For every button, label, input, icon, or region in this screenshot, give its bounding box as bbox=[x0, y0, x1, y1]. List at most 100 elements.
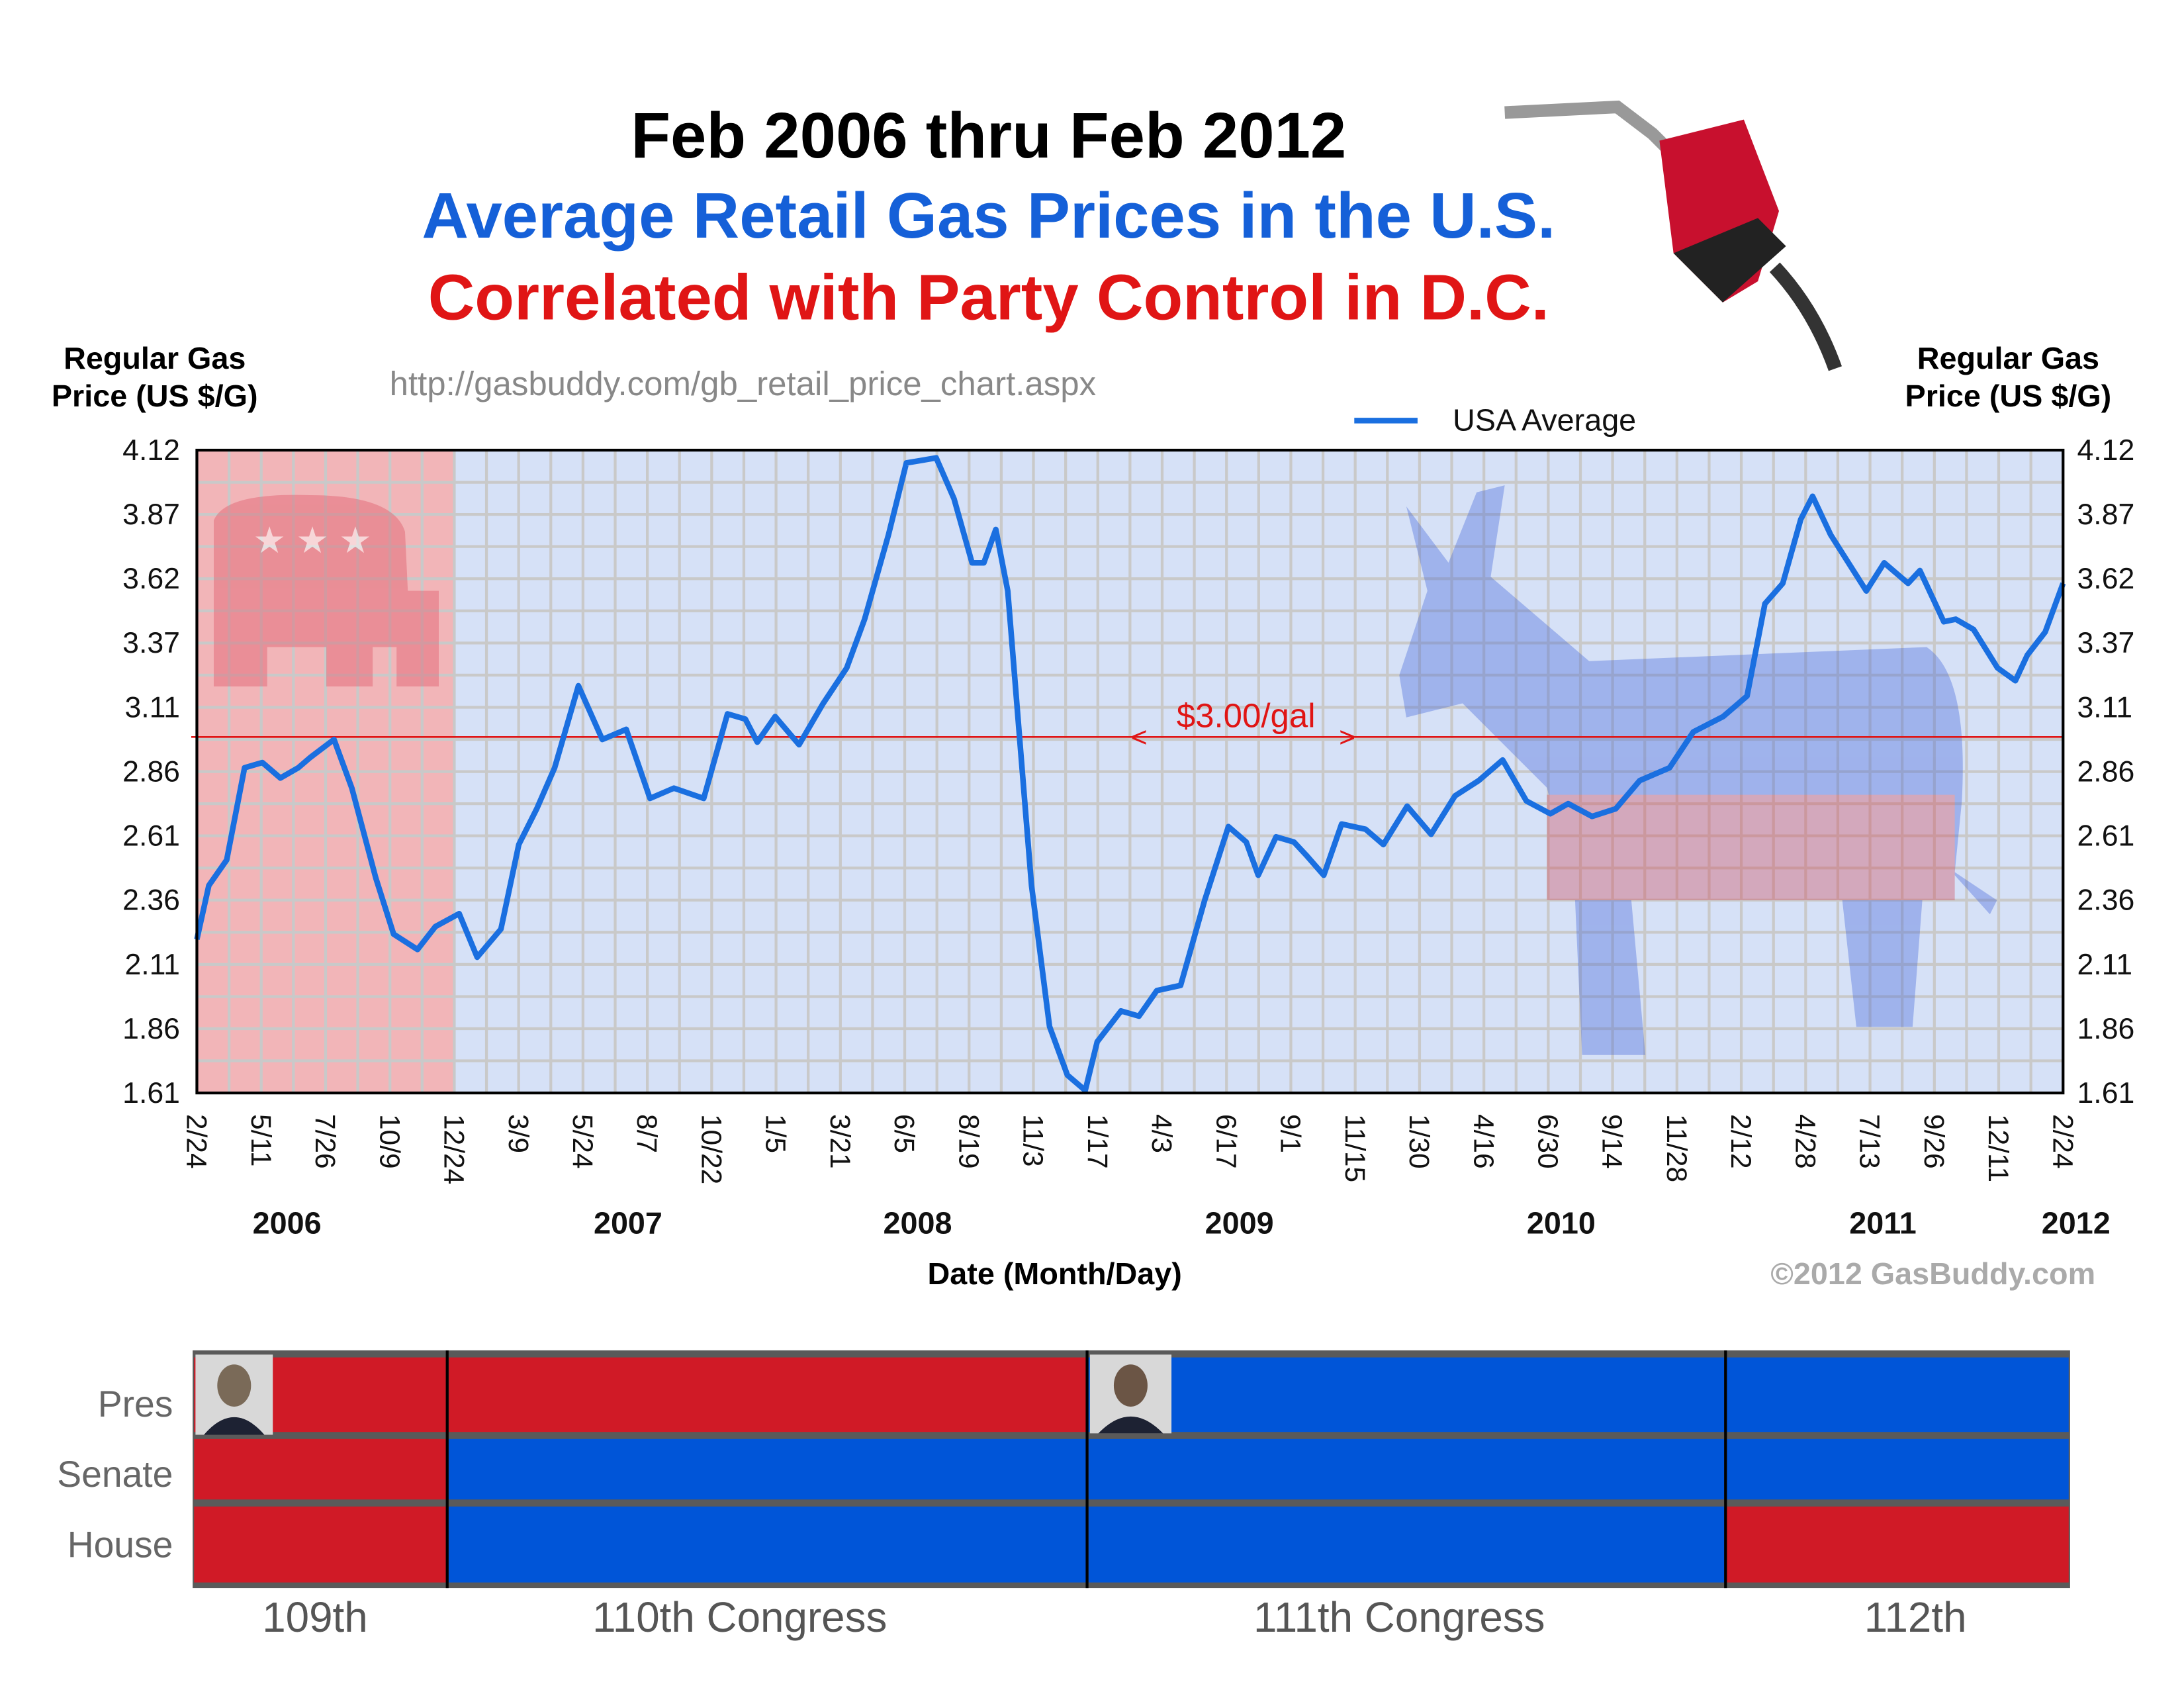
y-tick-label-left: 3.62 bbox=[122, 563, 180, 595]
grid bbox=[197, 450, 2064, 1094]
copyright: ©2012 GasBuddy.com bbox=[1770, 1256, 2095, 1291]
year-label: 2009 bbox=[1205, 1206, 1274, 1241]
x-tick-label: 4/16 bbox=[1467, 1114, 1498, 1169]
congress-label-109: 109th bbox=[262, 1593, 367, 1641]
portrait-face bbox=[217, 1364, 251, 1407]
title-dates: Feb 2006 thru Feb 2012 bbox=[631, 99, 1346, 171]
y-tick-label-left: 2.11 bbox=[124, 949, 180, 981]
control-cell-house bbox=[1088, 1506, 1725, 1583]
x-tick-label: 4/28 bbox=[1789, 1114, 1820, 1169]
x-tick-label: 11/28 bbox=[1661, 1114, 1692, 1182]
control-cell-senate bbox=[448, 1438, 1086, 1500]
x-axis: 2/24 5/11 7/26 10/9 12/24 3/9 5/24 8/7 10/22 1/5 3… bbox=[181, 1114, 2078, 1184]
portrait-suit bbox=[204, 1417, 265, 1435]
congress-label-112: 112th bbox=[1864, 1593, 1967, 1641]
y-tick-label-right: 2.61 bbox=[2077, 820, 2135, 853]
x-tick-label: 11/15 bbox=[1339, 1114, 1370, 1182]
x-tick-label: 8/19 bbox=[952, 1114, 983, 1169]
control-cell-senate bbox=[194, 1438, 446, 1500]
y-axis-title-left: Regular Gas Price (US $/G) bbox=[52, 341, 258, 413]
x-tick-label: 3/9 bbox=[502, 1114, 533, 1153]
x-tick-label: 2/24 bbox=[2046, 1114, 2077, 1169]
row-label-house: House bbox=[68, 1524, 173, 1565]
x-tick-label: 6/30 bbox=[1532, 1114, 1563, 1169]
congress-label-111: 111th Congress bbox=[1253, 1593, 1545, 1641]
x-tick-label: 4/3 bbox=[1146, 1114, 1177, 1153]
obama-portrait bbox=[1089, 1354, 1172, 1434]
row-label-pres: Pres bbox=[98, 1383, 173, 1425]
x-tick-label: 11/3 bbox=[1017, 1114, 1048, 1167]
democratic-donkey-icon bbox=[1399, 485, 1997, 1055]
y-axis: 4.12 4.12 3.87 3.87 3.62 3.62 3.37 3.37 3.11 3.11… bbox=[122, 434, 2134, 1109]
y-tick-label-right: 2.36 bbox=[2077, 884, 2135, 917]
congress-label-110: 110th Congress bbox=[592, 1593, 887, 1641]
control-cell-pres bbox=[448, 1357, 1086, 1432]
control-cell-house bbox=[194, 1506, 446, 1583]
x-tick-label: 9/26 bbox=[1918, 1114, 1949, 1169]
x-tick-label: 7/26 bbox=[309, 1114, 340, 1169]
year-label: 2007 bbox=[594, 1206, 662, 1241]
year-labels: 2006 2007 2008 2009 2010 2011 2012 bbox=[253, 1206, 2111, 1241]
x-tick-label: 2/12 bbox=[1725, 1114, 1756, 1169]
x-tick-label: 10/22 bbox=[695, 1114, 726, 1184]
y-tick-label-left: 1.86 bbox=[122, 1013, 180, 1045]
y-tick-label-left: 2.36 bbox=[122, 884, 180, 917]
y-axis-title-right: Regular Gas Price (US $/G) bbox=[1905, 341, 2112, 413]
x-tick-label: 3/21 bbox=[824, 1114, 855, 1169]
arrow-left-icon: < bbox=[1131, 722, 1148, 753]
y-tick-label-left: 3.11 bbox=[124, 691, 180, 724]
bush-portrait bbox=[195, 1354, 273, 1435]
x-tick-label: 12/11 bbox=[1982, 1114, 2013, 1182]
control-cell-pres bbox=[1088, 1357, 1725, 1432]
party-control-grid bbox=[193, 1350, 2070, 1589]
x-tick-label: 9/1 bbox=[1275, 1114, 1306, 1153]
x-axis-title: Date (Month/Day) bbox=[928, 1256, 1182, 1291]
x-tick-label: 5/24 bbox=[567, 1114, 598, 1169]
year-label: 2006 bbox=[253, 1206, 322, 1241]
y-tick-label-right: 3.37 bbox=[2077, 627, 2135, 659]
y-tick-label-right: 3.62 bbox=[2077, 563, 2135, 595]
x-tick-label: 1/17 bbox=[1081, 1114, 1113, 1169]
title-correlation: Correlated with Party Control in D.C. bbox=[428, 261, 1549, 333]
republican-elephant-icon: ★ ★ ★ bbox=[213, 494, 439, 687]
x-tick-label: 7/13 bbox=[1854, 1114, 1885, 1169]
svg-text:★ ★ ★: ★ ★ ★ bbox=[253, 520, 371, 561]
y-tick-label-right: 3.87 bbox=[2077, 498, 2135, 531]
x-tick-label: 6/17 bbox=[1210, 1114, 1241, 1169]
portrait-suit bbox=[1098, 1416, 1163, 1434]
legend: USA Average bbox=[1354, 402, 1636, 437]
portrait-face bbox=[1113, 1364, 1148, 1407]
y-tick-label-left: 4.12 bbox=[122, 434, 180, 467]
year-label: 2010 bbox=[1527, 1206, 1596, 1241]
row-label-senate: Senate bbox=[57, 1454, 173, 1495]
year-label: 2011 bbox=[1849, 1206, 1916, 1241]
y-tick-label-right: 1.61 bbox=[2077, 1077, 2135, 1109]
x-tick-label: 1/30 bbox=[1403, 1114, 1434, 1169]
y-tick-label-right: 1.86 bbox=[2077, 1013, 2135, 1045]
control-cell-senate bbox=[1727, 1438, 2069, 1500]
source-url: http://gasbuddy.com/gb_retail_price_char… bbox=[390, 365, 1097, 402]
title-main: Average Retail Gas Prices in the U.S. bbox=[422, 179, 1555, 252]
control-cell-house bbox=[448, 1506, 1086, 1583]
year-label: 2012 bbox=[2042, 1206, 2111, 1241]
x-tick-label: 8/7 bbox=[631, 1114, 662, 1153]
y-tick-label-right: 3.11 bbox=[2077, 691, 2133, 724]
control-cell-house bbox=[1727, 1506, 2069, 1583]
x-tick-label: 12/24 bbox=[438, 1114, 469, 1184]
year-label: 2008 bbox=[884, 1206, 952, 1241]
y-tick-label-right: 2.86 bbox=[2077, 755, 2135, 788]
y-tick-label-left: 2.86 bbox=[122, 755, 180, 788]
x-tick-label: 1/5 bbox=[760, 1114, 791, 1153]
control-cell-pres bbox=[1727, 1357, 2069, 1432]
gas-pump-nozzle-icon bbox=[1504, 100, 1843, 371]
reference-line-label: $3.00/gal bbox=[1177, 696, 1316, 734]
y-tick-label-left: 3.87 bbox=[122, 498, 180, 531]
y-tick-label-left: 1.61 bbox=[122, 1077, 180, 1109]
x-tick-label: 5/11 bbox=[245, 1114, 276, 1167]
legend-label: USA Average bbox=[1453, 402, 1636, 437]
x-tick-label: 6/5 bbox=[888, 1114, 919, 1153]
arrow-right-icon: > bbox=[1339, 722, 1355, 753]
x-tick-label: 2/24 bbox=[181, 1114, 212, 1169]
series-line-usa-average bbox=[194, 455, 2066, 1094]
x-tick-label: 10/9 bbox=[373, 1114, 404, 1169]
